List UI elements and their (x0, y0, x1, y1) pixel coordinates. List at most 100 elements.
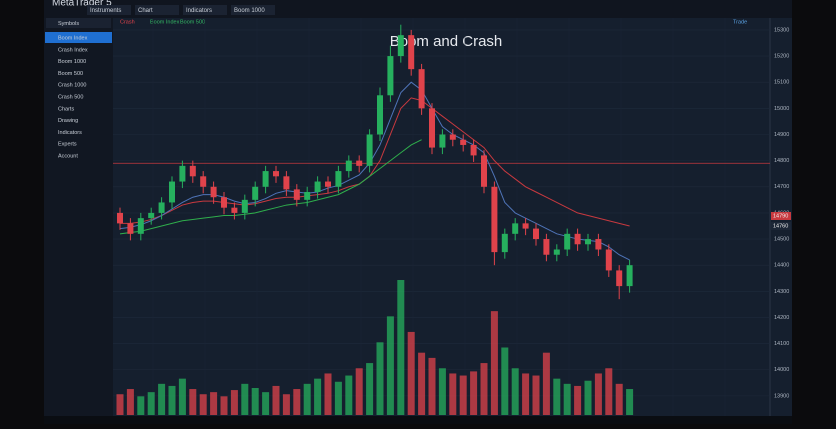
toolbar-label[interactable]: Instruments (90, 8, 121, 14)
volume-bar (230, 390, 238, 415)
volume-bar (449, 373, 457, 415)
volume-bar (366, 363, 374, 415)
candle-body (356, 160, 363, 166)
volume-bar (470, 371, 478, 415)
candle-body (605, 249, 612, 271)
volume-bar (615, 383, 623, 415)
top-right-button[interactable]: Trade (733, 19, 747, 25)
volume-bar (574, 385, 582, 415)
toolbar-button[interactable] (87, 5, 131, 15)
volume-bar (563, 383, 571, 415)
volume-bar (438, 368, 446, 415)
candle-body (325, 181, 331, 187)
sidebar-selected (45, 32, 112, 43)
candle-body (179, 165, 186, 182)
taskbar (44, 416, 792, 424)
moving-average (120, 97, 630, 227)
volume-bar (210, 392, 218, 415)
volume-bar (199, 394, 207, 415)
volume-bar (553, 378, 561, 415)
sidebar-item[interactable]: Boom Index (58, 35, 88, 41)
toolbar-label[interactable]: Boom 1000 (234, 8, 265, 14)
volume-bar (345, 375, 353, 415)
volume-bar (418, 352, 426, 415)
price-label-box (771, 222, 791, 230)
chart-title: Boom and Crash (390, 33, 503, 50)
volume-bar (241, 383, 249, 415)
candle-body (241, 199, 248, 213)
candle-body (200, 176, 207, 187)
sidebar-item[interactable]: Boom 500 (58, 71, 83, 77)
sidebar-item[interactable]: Charts (58, 106, 74, 112)
candle-body (189, 165, 196, 177)
candle-body (345, 160, 352, 172)
candle-body (387, 56, 394, 96)
volume-bar (324, 373, 332, 415)
candle-body (616, 270, 623, 287)
toolbar-label[interactable]: Chart (138, 8, 153, 14)
candle-body (137, 218, 144, 234)
candle-body (273, 171, 279, 177)
candle-body (429, 108, 435, 148)
volume-bar (407, 331, 415, 415)
sidebar-item[interactable]: Crash 1000 (58, 83, 86, 89)
chart-tab[interactable]: Crash (120, 19, 135, 25)
volume-bar (334, 381, 342, 415)
toolbar-button[interactable] (135, 5, 179, 15)
sidebar-item[interactable]: Crash 500 (58, 94, 83, 100)
candle-body (158, 202, 165, 213)
sidebar-header[interactable] (46, 18, 111, 28)
sidebar-item[interactable]: Indicators (58, 130, 82, 136)
sidebar (44, 18, 113, 416)
volume-bar (220, 396, 228, 415)
sidebar-item[interactable]: Experts (58, 142, 77, 148)
toolbar-button[interactable] (231, 5, 275, 15)
volume-bar (490, 311, 498, 415)
volume-bar (314, 378, 322, 415)
candle-body (564, 233, 571, 250)
toolbar-label[interactable]: Indicators (186, 8, 212, 14)
volume-bar (542, 352, 550, 415)
candle-body (512, 223, 519, 234)
moving-average (119, 81, 630, 261)
chart-tab[interactable]: Boom Index (150, 19, 180, 25)
moving-average (119, 139, 422, 235)
y-tick-label: 14400 (774, 263, 789, 269)
candle-body (585, 239, 591, 245)
volume-bar (137, 396, 145, 415)
toolbar-button[interactable] (183, 5, 227, 15)
volume-bar (355, 368, 363, 415)
candle-body (304, 191, 311, 200)
volume-bar (272, 385, 280, 415)
volume-bar (116, 394, 124, 415)
candle-body (117, 212, 123, 224)
sidebar-header-label[interactable]: Symbols (58, 21, 79, 27)
candle-body (366, 134, 373, 166)
candle-body (210, 186, 217, 198)
volume-bar (501, 347, 509, 415)
y-tick-label: 14100 (774, 341, 789, 347)
candle-body (491, 186, 498, 253)
sidebar-item[interactable]: Boom 1000 (58, 59, 86, 65)
candle-body (283, 176, 290, 190)
volume-bar (189, 389, 197, 415)
candle-body (418, 69, 425, 109)
sidebar-item[interactable]: Account (58, 153, 78, 159)
volume-bar (282, 394, 290, 415)
candle-body (553, 249, 560, 255)
volume-bar (147, 392, 155, 415)
volume-bar (158, 383, 166, 415)
volume-bar (262, 392, 270, 415)
candle-body (335, 171, 342, 187)
candle-body (522, 223, 529, 229)
chart-tab[interactable]: Boom 500 (180, 19, 205, 25)
y-tick-label: 14500 (774, 237, 789, 243)
sidebar-item[interactable]: Drawing (58, 118, 78, 124)
y-tick-label: 15000 (774, 106, 789, 112)
sidebar-item[interactable]: Crash Index (58, 47, 88, 53)
volume-bar (178, 378, 186, 415)
volume-bar (459, 375, 467, 415)
chart-area (113, 18, 792, 416)
volume-bar (293, 389, 301, 415)
